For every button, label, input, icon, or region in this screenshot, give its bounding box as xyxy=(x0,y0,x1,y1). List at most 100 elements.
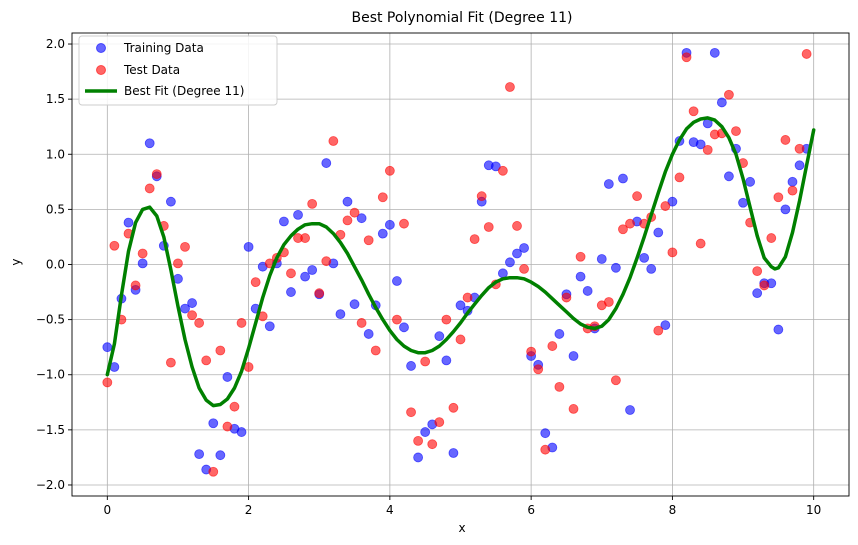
y-tick-label: 1.0 xyxy=(46,147,65,161)
test-point xyxy=(321,256,332,267)
training-point xyxy=(321,158,332,168)
test-point xyxy=(130,280,141,291)
training-point xyxy=(300,271,311,282)
test-point xyxy=(201,355,212,366)
test-point xyxy=(794,143,805,154)
test-point xyxy=(392,314,402,325)
test-point xyxy=(349,207,360,218)
test-point xyxy=(801,49,812,59)
x-tick-label: 4 xyxy=(386,503,394,517)
test-point xyxy=(356,318,367,328)
test-point xyxy=(144,183,155,194)
y-tick-label: −0.5 xyxy=(36,313,65,327)
training-point xyxy=(307,265,318,275)
test-point xyxy=(575,251,586,262)
training-point xyxy=(752,288,763,299)
training-point xyxy=(455,300,466,311)
training-point xyxy=(554,329,565,339)
training-point xyxy=(349,299,360,310)
test-point xyxy=(773,192,784,203)
test-point xyxy=(540,444,551,455)
test-point xyxy=(611,375,621,386)
training-point xyxy=(293,209,303,220)
x-tick-label: 2 xyxy=(245,503,253,517)
test-point xyxy=(483,222,494,232)
training-point xyxy=(222,372,233,382)
test-point xyxy=(462,292,473,303)
x-tick-label: 8 xyxy=(669,503,677,517)
test-point xyxy=(314,288,325,299)
training-point xyxy=(512,248,522,259)
test-point xyxy=(236,318,247,328)
x-tick-label: 0 xyxy=(103,503,111,517)
training-point xyxy=(603,179,614,189)
test-point xyxy=(526,346,537,357)
test-point xyxy=(505,82,515,92)
x-tick-label: 6 xyxy=(527,503,535,517)
y-tick-label: 0.0 xyxy=(46,258,65,272)
training-point xyxy=(392,276,402,286)
training-point xyxy=(406,361,416,371)
legend-marker-test xyxy=(96,65,106,75)
training-point xyxy=(399,322,409,333)
test-point xyxy=(307,198,318,209)
training-point xyxy=(660,320,671,331)
training-point xyxy=(137,258,148,269)
training-point xyxy=(716,97,727,108)
test-point xyxy=(173,258,183,269)
test-point xyxy=(476,191,487,202)
training-point xyxy=(434,331,445,342)
test-point xyxy=(194,318,205,328)
training-point xyxy=(780,204,791,215)
test-point xyxy=(377,192,388,203)
training-point xyxy=(519,243,529,253)
test-point xyxy=(448,402,459,413)
test-point xyxy=(568,404,579,414)
y-tick-label: −1.5 xyxy=(36,423,65,437)
test-point xyxy=(674,172,685,183)
training-point xyxy=(264,321,275,332)
training-point xyxy=(724,171,734,182)
training-point xyxy=(794,160,805,171)
y-tick-label: −1.0 xyxy=(36,368,65,382)
training-point xyxy=(286,287,296,297)
training-point xyxy=(709,47,720,58)
training-point xyxy=(738,197,748,208)
training-point xyxy=(279,216,289,227)
test-point xyxy=(618,224,628,235)
test-point xyxy=(667,247,678,258)
test-point xyxy=(547,341,558,351)
training-point xyxy=(505,257,515,268)
training-point xyxy=(420,427,431,437)
test-point xyxy=(300,233,311,243)
test-point xyxy=(681,52,692,63)
axis-ticks: 0 2 4 6 8 10 −2.0 −1.5 −1.0 −0.5 0.0 0.5 1.0 1.5 2.0 xyxy=(36,37,821,517)
training-point xyxy=(215,450,226,461)
chart-title: Best Polynomial Fit (Degree 11) xyxy=(351,10,572,26)
training-point xyxy=(667,196,678,207)
test-point xyxy=(787,185,798,196)
training-point xyxy=(342,196,353,207)
test-point xyxy=(328,136,339,146)
training-point xyxy=(208,418,219,429)
test-point xyxy=(180,241,190,252)
training-point xyxy=(787,176,798,187)
test-point xyxy=(109,240,120,251)
test-point xyxy=(250,277,261,288)
test-point xyxy=(653,325,664,336)
test-point xyxy=(434,417,445,428)
training-point xyxy=(653,227,664,238)
legend-box xyxy=(78,35,278,106)
test-point xyxy=(286,268,296,279)
test-point xyxy=(519,264,529,274)
training-point xyxy=(611,262,621,273)
test-point xyxy=(222,421,233,432)
test-point xyxy=(688,106,699,117)
test-point xyxy=(208,466,219,477)
test-point xyxy=(780,135,791,145)
training-point xyxy=(144,138,155,149)
test-point xyxy=(229,401,240,412)
legend-label-training: Training Data xyxy=(123,41,204,55)
test-point xyxy=(554,381,565,392)
legend-label-fit: Best Fit (Degree 11) xyxy=(124,84,244,98)
